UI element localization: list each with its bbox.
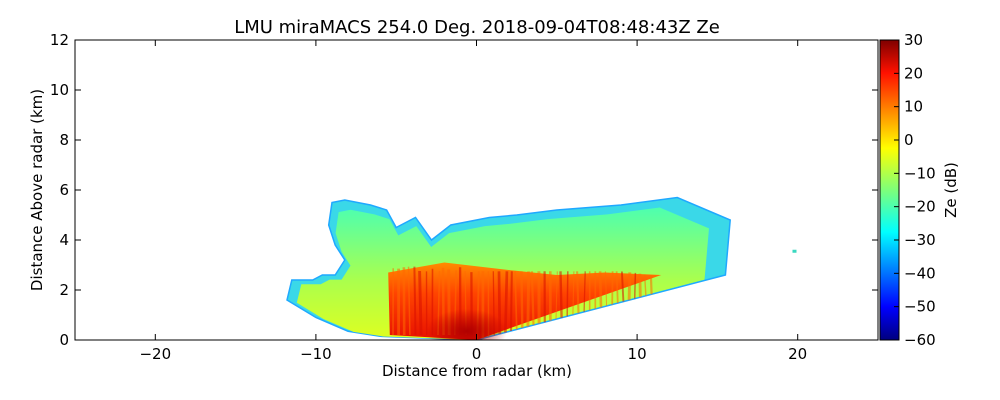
chart-title: LMU miraMACS 254.0 Deg. 2018-09-04T08:48… — [234, 17, 720, 38]
heatmap-layer — [286, 196, 797, 340]
y-tick-label: 4 — [59, 231, 69, 249]
core-streak — [576, 271, 580, 314]
colorbar-tick-label: −60 — [904, 331, 936, 349]
core-streak — [566, 271, 569, 317]
y-tick-label: 10 — [50, 81, 69, 99]
x-tick-label: 10 — [628, 345, 647, 363]
colorbar-tick-label: −30 — [904, 231, 936, 249]
near-radar-hotspot — [426, 308, 508, 340]
colorbar-tick-label: 10 — [904, 98, 923, 116]
y-axis-label: Distance Above radar (km) — [28, 89, 46, 291]
core-streak — [520, 271, 524, 329]
core-streak — [615, 271, 619, 304]
core-streak — [559, 271, 563, 318]
y-tick-label: 2 — [59, 281, 69, 299]
x-tick-label: 20 — [788, 345, 807, 363]
core-streak — [504, 271, 509, 333]
core-streak — [627, 272, 632, 301]
x-tick-label: −10 — [300, 345, 332, 363]
colorbar-tick-label: 20 — [904, 64, 923, 82]
x-tick-label: −20 — [139, 345, 171, 363]
core-streak — [555, 271, 558, 320]
colorbar — [879, 39, 900, 341]
core-streaks — [392, 266, 653, 340]
core-streak — [509, 271, 513, 332]
core-streak — [643, 274, 647, 296]
y-axis: 0 2 4 6 8 10 12 — [50, 31, 878, 349]
core-streak — [649, 274, 653, 295]
colorbar-tick-label: −40 — [904, 264, 936, 282]
colorbar-tick-label: 0 — [904, 131, 914, 149]
x-tick-label: 0 — [472, 345, 482, 363]
core-streak — [633, 272, 637, 299]
core-streak — [583, 271, 586, 312]
core-streak — [530, 271, 535, 326]
colorbar-tick-label: −10 — [904, 164, 936, 182]
core-streak — [598, 271, 603, 308]
x-axis: −20 −10 0 10 20 — [139, 40, 807, 363]
core-streak — [620, 271, 625, 302]
colorbar-ticks: 30 20 10 0 −10 −20 −30 −40 −50 −60 — [894, 31, 936, 349]
isolated-echo — [792, 249, 797, 253]
core-streak — [572, 271, 575, 315]
core-streak — [407, 266, 411, 336]
y-tick-label: 12 — [50, 31, 69, 49]
core-streak — [514, 271, 518, 330]
colorbar-tick-label: −20 — [904, 198, 936, 216]
x-axis-label: Distance from radar (km) — [382, 362, 572, 380]
core-streak — [604, 271, 608, 307]
y-tick-label: 8 — [59, 131, 69, 149]
colorbar-label: Ze (dB) — [942, 162, 960, 218]
colorbar-tick-label: −50 — [904, 298, 936, 316]
y-tick-label: 6 — [59, 181, 69, 199]
colorbar-tick-label: 30 — [904, 31, 923, 49]
core-streak — [413, 266, 417, 336]
y-tick-label: 0 — [59, 331, 69, 349]
core-streak — [526, 271, 531, 327]
core-streak — [418, 270, 423, 336]
